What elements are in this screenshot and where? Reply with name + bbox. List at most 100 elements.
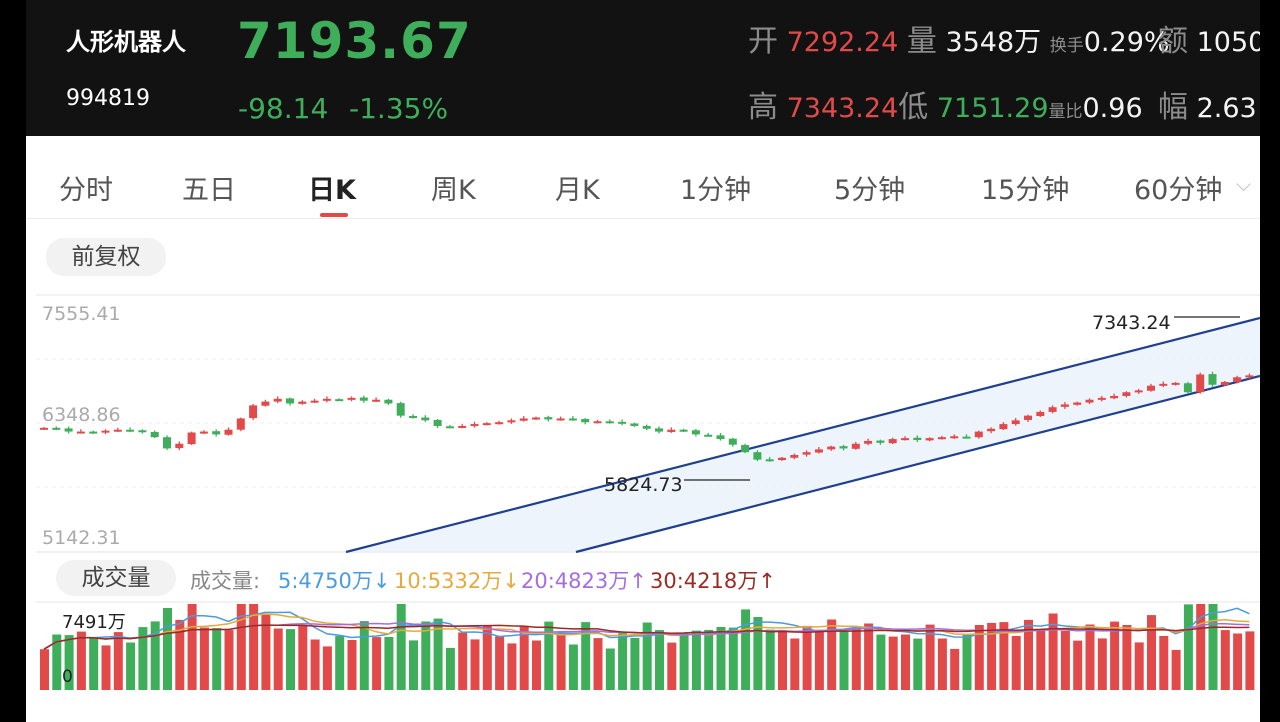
tab-yuek[interactable]: 月K	[555, 175, 600, 206]
tab-5min[interactable]: 5分钟	[834, 175, 906, 206]
candle	[827, 446, 836, 450]
volume-bar	[458, 632, 468, 690]
volume-bar	[1085, 624, 1095, 690]
volume-bar	[359, 621, 369, 690]
open-value: 7292.24	[786, 27, 899, 58]
candle	[1147, 385, 1155, 391]
candle	[199, 431, 208, 434]
range-quote: 幅 2.63	[1158, 82, 1257, 126]
volume-bar	[1134, 642, 1144, 690]
candle	[347, 397, 356, 400]
chevron-down-icon[interactable]: ⌵	[1236, 172, 1252, 196]
candle	[790, 454, 799, 458]
volume-bar	[163, 608, 172, 690]
volume-chart[interactable]: 7491万 0	[36, 600, 1260, 692]
price-change-pct: -1.35%	[349, 92, 449, 125]
volume-bar	[618, 633, 628, 690]
candle	[753, 452, 762, 460]
candle	[876, 440, 885, 443]
price-change: -98.14	[238, 92, 329, 125]
volume-prefix: 成交量:	[190, 569, 261, 593]
volume-bar	[691, 630, 701, 690]
candle	[974, 431, 983, 438]
volume-bar	[1147, 615, 1156, 690]
volume-bar	[741, 609, 751, 690]
tab-1min[interactable]: 1分钟	[680, 175, 752, 206]
candle	[89, 431, 98, 434]
volume-bar	[507, 643, 517, 690]
candle	[273, 398, 282, 402]
volume-indicator-button[interactable]: 成交量	[56, 560, 176, 596]
channel-lower-line	[575, 374, 1260, 554]
tab-wuri[interactable]: 五日	[182, 175, 236, 206]
current-price: 7193.67	[237, 12, 472, 70]
low-label: 低	[898, 90, 929, 125]
volume-bar	[224, 630, 234, 690]
volume-bar	[753, 617, 763, 690]
candle	[1110, 395, 1119, 399]
tab-15min[interactable]: 15分钟	[981, 175, 1070, 206]
volume-bar	[1208, 604, 1218, 690]
candle	[630, 423, 639, 426]
candle	[605, 421, 614, 424]
volume-bar	[249, 604, 259, 690]
vol-ratio-label: 量比	[1048, 102, 1083, 122]
kline-chart[interactable]: 7555.41 6348.86 5142.31 5824.73 7343.24	[36, 294, 1260, 554]
tab-rik[interactable]: 日K	[308, 175, 356, 206]
tab-fenshi[interactable]: 分时	[59, 175, 113, 206]
volume-bar	[1171, 649, 1181, 690]
volume-bar	[1110, 621, 1120, 690]
volume-bar	[1220, 630, 1230, 690]
candle	[1011, 420, 1020, 425]
candle	[310, 400, 319, 403]
candle	[1183, 383, 1192, 393]
y-label-top: 7555.41	[42, 303, 121, 325]
candle	[507, 420, 516, 423]
volume-bar	[999, 622, 1009, 690]
volume-bar	[409, 640, 418, 690]
quote-header: 人形机器人 994819 7193.67 -98.14 -1.35% 开 729…	[26, 0, 1260, 136]
volume-bar	[384, 637, 394, 690]
volume-bar	[581, 622, 591, 690]
candle	[937, 437, 946, 440]
candle	[249, 405, 258, 419]
candle	[261, 401, 270, 406]
candle	[470, 424, 479, 427]
volume-bar	[52, 634, 62, 690]
active-tab-indicator	[320, 213, 348, 217]
volume-bar	[335, 635, 345, 690]
low-value: 7151.29	[936, 93, 1049, 124]
volume-min-label: 0	[62, 667, 73, 687]
candle	[64, 428, 73, 432]
arrow-up-icon: ↑	[758, 569, 776, 593]
volume-bar	[814, 632, 824, 690]
volume-bar	[40, 649, 49, 690]
tab-60min[interactable]: 60分钟	[1134, 175, 1223, 206]
volume-bar	[1122, 625, 1132, 690]
candle	[704, 434, 713, 437]
ma20-volume: 20:4823万↑	[521, 569, 647, 593]
left-frame	[0, 0, 26, 722]
volume-bar	[113, 632, 123, 690]
candle	[593, 421, 602, 424]
volume-bar	[76, 631, 86, 690]
candle	[1159, 383, 1168, 386]
tab-zhouk[interactable]: 周K	[431, 175, 476, 206]
candle	[1085, 399, 1094, 403]
candle	[101, 430, 110, 433]
candle	[802, 452, 811, 455]
candle	[962, 436, 971, 439]
volume-bar	[876, 634, 886, 690]
volume-bar	[445, 647, 455, 690]
volume-bar	[913, 638, 923, 690]
volume-bar	[236, 604, 246, 690]
volume-bar	[593, 638, 603, 690]
volume-bar	[790, 638, 800, 690]
candle	[40, 427, 48, 430]
stock-code: 994819	[66, 86, 150, 111]
y-label-mid: 6348.86	[42, 404, 121, 426]
ma10-volume: 10:5332万↓	[394, 569, 520, 593]
volume-bar	[765, 629, 775, 690]
candle	[901, 438, 909, 441]
adjust-button[interactable]: 前复权	[46, 238, 166, 276]
